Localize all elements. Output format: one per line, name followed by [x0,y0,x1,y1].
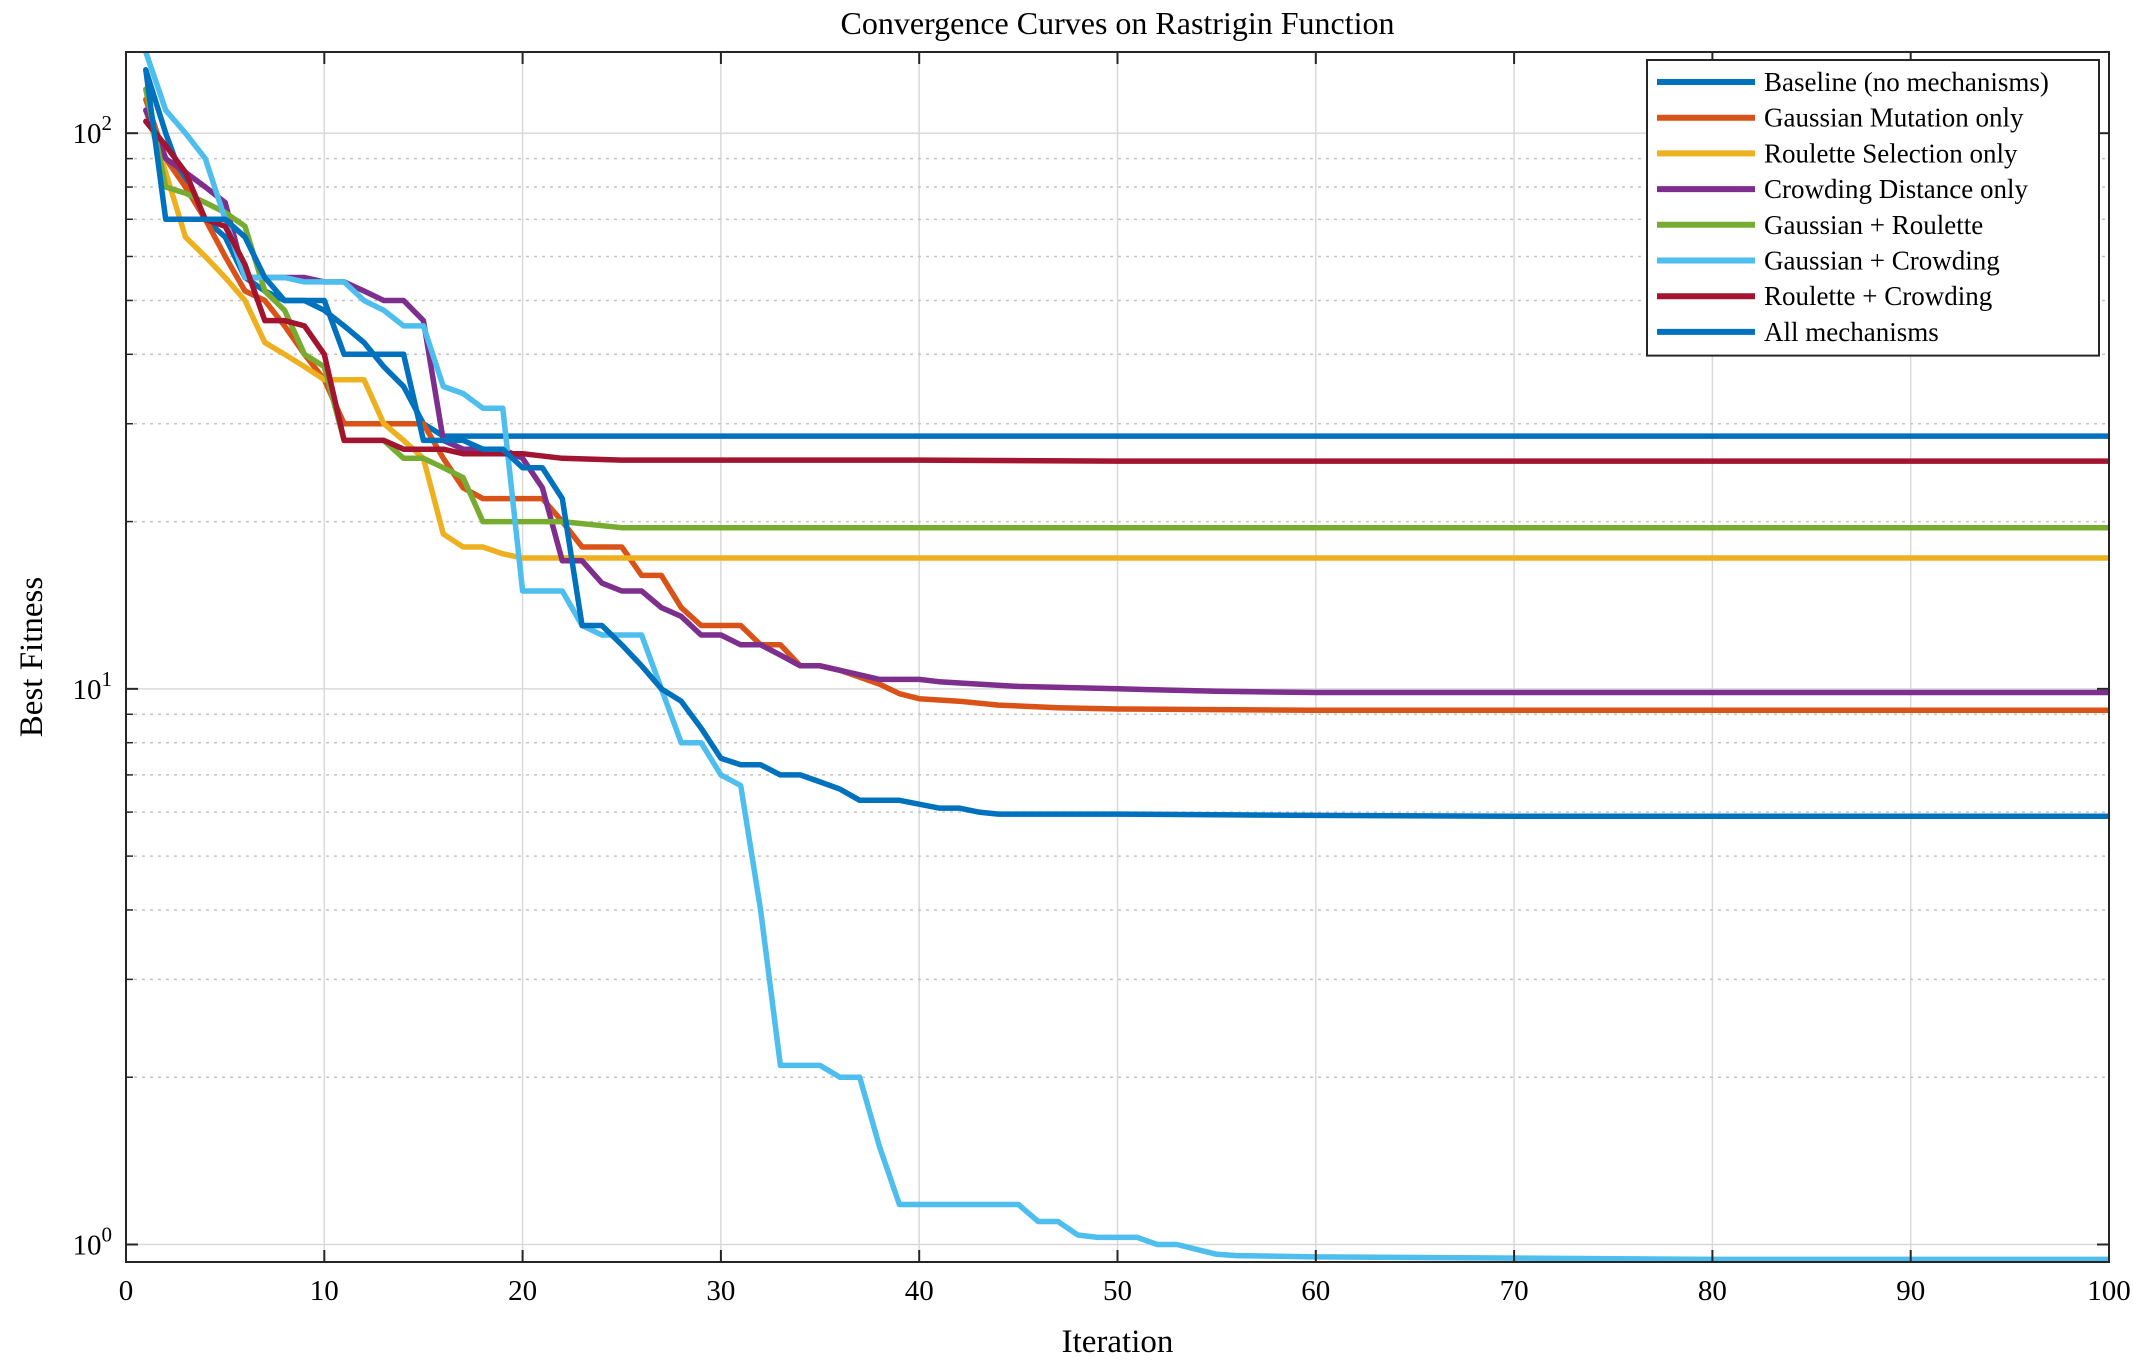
series-line-2 [143,96,2109,714]
y-axis-label: Best Fitness [14,577,50,737]
x-tick-label: 10 [310,1275,339,1307]
series-line-6 [143,52,2109,1262]
series-lines [143,52,2109,1262]
x-tick-label: 0 [119,1275,134,1307]
y-tick-label: 101 [73,667,113,706]
series-line-8 [143,67,2109,819]
x-tick-label: 70 [1500,1275,1529,1307]
legend-label: Gaussian + Roulette [1764,210,1983,240]
legend: Baseline (no mechanisms) Gaussian Mutatio… [1646,59,2100,357]
legend-label: Gaussian + Crowding [1764,246,2000,276]
x-tick-label: 40 [905,1275,934,1307]
axis-ticks: 0 10 20 30 40 50 60 70 80 90 100 100 101 102 [73,52,2131,1307]
x-tick-label: 100 [2087,1275,2131,1307]
y-tick-label: 100 [73,1222,113,1261]
legend-label: Roulette + Crowding [1764,281,1992,311]
x-tick-label: 80 [1698,1275,1727,1307]
x-tick-label: 20 [508,1275,537,1307]
series-line-7 [143,118,2109,464]
legend-box [1646,59,2100,357]
x-tick-label: 30 [706,1275,735,1307]
x-tick-label: 90 [1896,1275,1925,1307]
legend-label: Roulette Selection only [1764,138,2018,168]
chart-title: Convergence Curves on Rastrigin Function [841,5,1395,41]
x-tick-label: 60 [1301,1275,1330,1307]
x-tick-label: 50 [1103,1275,1132,1307]
legend-label: Crowding Distance only [1764,174,2028,204]
legend-label: All mechanisms [1764,317,1939,347]
legend-label: Gaussian Mutation only [1764,103,2024,133]
x-axis-label: Iteration [1062,1324,1174,1360]
y-tick-label: 102 [73,111,113,150]
legend-label: Baseline (no mechanisms) [1764,67,2049,97]
series-line-4 [143,107,2109,696]
